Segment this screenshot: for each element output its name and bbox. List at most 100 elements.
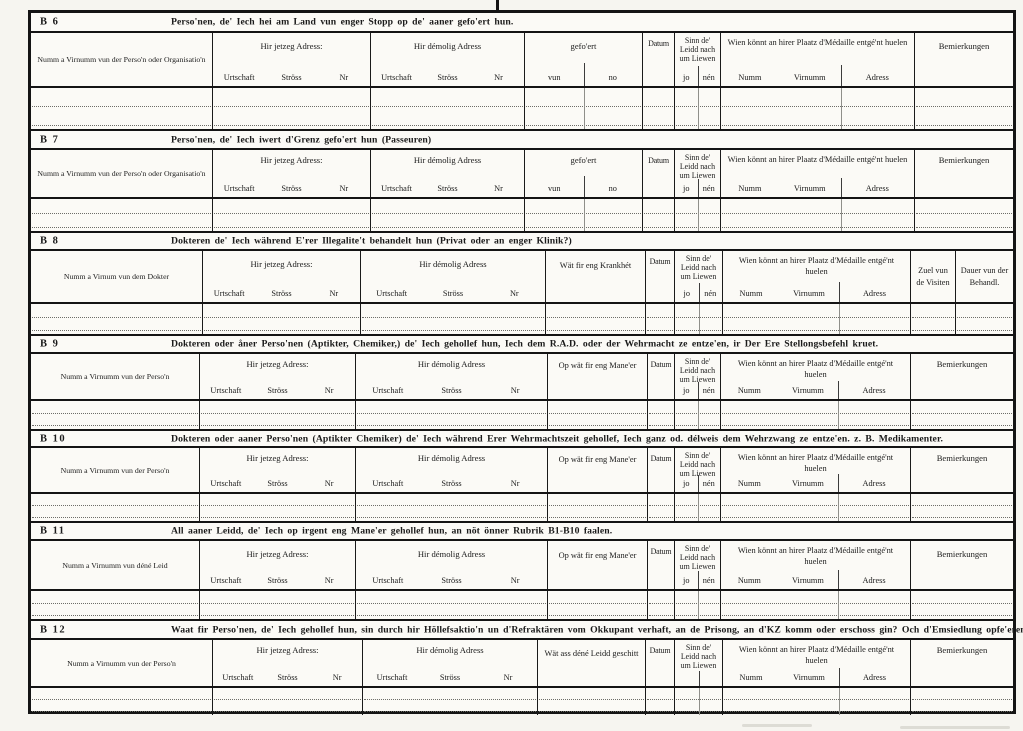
- column-divider: [838, 667, 840, 686]
- section-id: B 11: [40, 525, 66, 537]
- write-cell: [213, 688, 363, 715]
- write-cell: [203, 304, 361, 334]
- write-cell: [911, 494, 1013, 521]
- write-cell: [361, 304, 546, 334]
- write-cell: [546, 304, 646, 334]
- write-cell: [721, 88, 915, 129]
- section-b10-header: Numm a Virnumm vun der Perso'n Hir jetze…: [31, 448, 1013, 494]
- col-header-still-alive: Sinn de' Leidd nach um Liewen jo nén: [675, 150, 721, 197]
- section-title: Waat fir Perso'nen, de' Iech gehollef hu…: [171, 624, 1023, 635]
- section-b9-title-row: B 9 Dokteren oder åner Perso'nen (Aptikt…: [31, 336, 1013, 354]
- write-cell: [911, 591, 1013, 619]
- col-header-what-happened: Wät ass déné Leidd geschitt: [538, 640, 646, 686]
- write-cell: [371, 199, 525, 231]
- write-cell: [200, 401, 356, 429]
- write-cell: [31, 401, 200, 429]
- write-cell: [675, 199, 721, 231]
- section-b9-header: Numm a Virnumm vun der Perso'n Hir jetze…: [31, 354, 1013, 401]
- section-b12: B 12 Waat fir Perso'nen, de' Iech geholl…: [31, 621, 1023, 715]
- questionnaire-table: B 6 Perso'nen, de' Iech hei am Land vun …: [28, 10, 1023, 715]
- write-cell: [548, 401, 648, 429]
- col-header-name-label: Numm a Virnumm vun der Perso'n oder Orga…: [37, 55, 206, 64]
- col-header-name: Numm a Virnumm vun der Perso'n: [31, 448, 200, 492]
- section-b10: B 10 Dokteren oder aaner Perso'nen (Apti…: [31, 431, 1013, 523]
- col-header-remarks: Bemierkungen: [936, 359, 988, 369]
- write-cell: [675, 401, 721, 429]
- col-header-treatment-duration: Dauer vun der Behandl.: [960, 266, 1009, 287]
- col-header-name: Numm a Virnumm vun der Perso'n oder Orga…: [31, 33, 213, 86]
- write-cell: [723, 688, 911, 715]
- col-header-current-address: Hir jetzeg Adress: Urtschaft Ströss Nr: [200, 448, 356, 492]
- col-header-date: Datum: [648, 354, 675, 399]
- col-header-date: Datum: [648, 541, 675, 589]
- column-divider: [698, 282, 700, 302]
- col-header-remarks: Bemierkungen: [936, 645, 988, 655]
- col-header-former-address: Hir démolig Adress Urtschaft Ströss Nr: [371, 33, 525, 86]
- write-cell: [371, 88, 525, 129]
- col-header-illness: Wät fir eng Krankhét: [546, 251, 646, 302]
- section-id: B 8: [40, 235, 60, 247]
- section-id: B 12: [40, 624, 67, 635]
- write-cell: [648, 494, 675, 521]
- write-cell: [675, 591, 721, 619]
- column-divider: [697, 475, 699, 492]
- write-cell: [721, 591, 911, 619]
- col-header-current-address: Hir jetzeg Adress: Urtschaft Ströss Nr: [203, 251, 361, 302]
- col-header-transported: gefo'ert vun no: [525, 33, 643, 86]
- write-cell: [213, 88, 371, 129]
- write-cell: [525, 88, 643, 129]
- column-divider: [698, 671, 700, 686]
- col-header-current-address: Hir jetzeg Adress: Urtschaft Ströss Nr: [213, 33, 371, 86]
- col-header-date: Datum: [643, 150, 675, 197]
- column-divider: [838, 474, 840, 492]
- write-cell: [911, 401, 1013, 429]
- write-cell: [356, 494, 548, 521]
- col-header-current-address: Hir jetzeg Adress: Urtschaft Ströss Nr: [213, 640, 363, 686]
- col-header-current-address: Hir jetzeg Adress: Urtschaft Ströss Nr: [200, 354, 356, 399]
- column-divider: [583, 176, 585, 197]
- column-divider: [697, 570, 699, 589]
- col-header-medal-recipient: Wien könnt an hirer Plaatz d'Médaille en…: [721, 541, 911, 589]
- col-header-name: Numm a Virnumm vun der Perso'n: [31, 640, 213, 686]
- write-cell: [548, 494, 648, 521]
- write-cell: [31, 88, 213, 129]
- col-header-name: Numm a Virnumm vun déné Leid: [31, 541, 200, 589]
- section-b8-rows: [31, 304, 1013, 334]
- section-title: Dokteren de' Iech während E'rer Illegali…: [171, 235, 572, 247]
- write-cell: [31, 199, 213, 231]
- write-cell: [31, 494, 200, 521]
- section-title: All aaner Leidd, de' Iech op irgent eng …: [171, 525, 613, 537]
- column-divider: [583, 62, 585, 86]
- section-title: Dokteren oder åner Perso'nen (Aptikter, …: [171, 338, 879, 350]
- col-header-remarks: Bemierkungen: [936, 453, 988, 463]
- write-cell: [721, 199, 915, 231]
- section-b10-title-row: B 10 Dokteren oder aaner Perso'nen (Apti…: [31, 431, 1013, 448]
- section-b11-header: Numm a Virnumm vun déné Leid Hir jetzeg …: [31, 541, 1013, 591]
- section-b12-title-row: B 12 Waat fir Perso'nen, de' Iech geholl…: [31, 621, 1023, 640]
- section-b11-title-row: B 11 All aaner Leidd, de' Iech op irgent…: [31, 523, 1013, 541]
- col-header-remarks: Bemierkungen: [938, 155, 990, 165]
- write-cell: [911, 304, 956, 334]
- section-b7: B 7 Perso'nen, de' Iech iwert d'Grenz ge…: [31, 131, 1013, 233]
- col-header-former-address: Hir démolig Adress Urtschaft Ströss Nr: [363, 640, 538, 686]
- col-header-date: Datum: [643, 33, 675, 86]
- section-b6-rows: [31, 88, 1013, 129]
- col-header-medal-recipient: Wien könnt an hirer Plaatz d'Médaille en…: [721, 354, 911, 399]
- col-header-still-alive: Sinn de' Leidd nach um Liewen jo nén: [675, 354, 721, 399]
- section-id: B 6: [40, 16, 60, 28]
- section-b6-header: Numm a Virnumm vun der Perso'n oder Orga…: [31, 33, 1013, 88]
- section-b8: B 8 Dokteren de' Iech während E'rer Ille…: [31, 233, 1013, 336]
- write-cell: [548, 591, 648, 619]
- section-b10-rows: [31, 494, 1013, 521]
- section-title: Perso'nen, de' Iech hei am Land vun enge…: [171, 16, 514, 28]
- write-cell: [200, 494, 356, 521]
- col-header-date: Datum: [646, 251, 675, 302]
- write-cell: [675, 688, 723, 715]
- write-cell: [31, 688, 213, 715]
- fold-registration-mark: [496, 0, 499, 13]
- section-b6: B 6 Perso'nen, de' Iech hei am Land vun …: [31, 13, 1013, 131]
- col-header-medal-recipient: Wien könnt an hirer Plaatz d'Médaille en…: [721, 33, 915, 86]
- section-b12-header: Numm a Virnumm vun der Perso'n Hir jetze…: [31, 640, 1013, 688]
- col-header-medal-recipient: Wien könnt an hirer Plaatz d'Médaille en…: [721, 150, 915, 197]
- section-b8-header: Numm a Virnum vun dem Dokter Hir jetzeg …: [31, 251, 1013, 304]
